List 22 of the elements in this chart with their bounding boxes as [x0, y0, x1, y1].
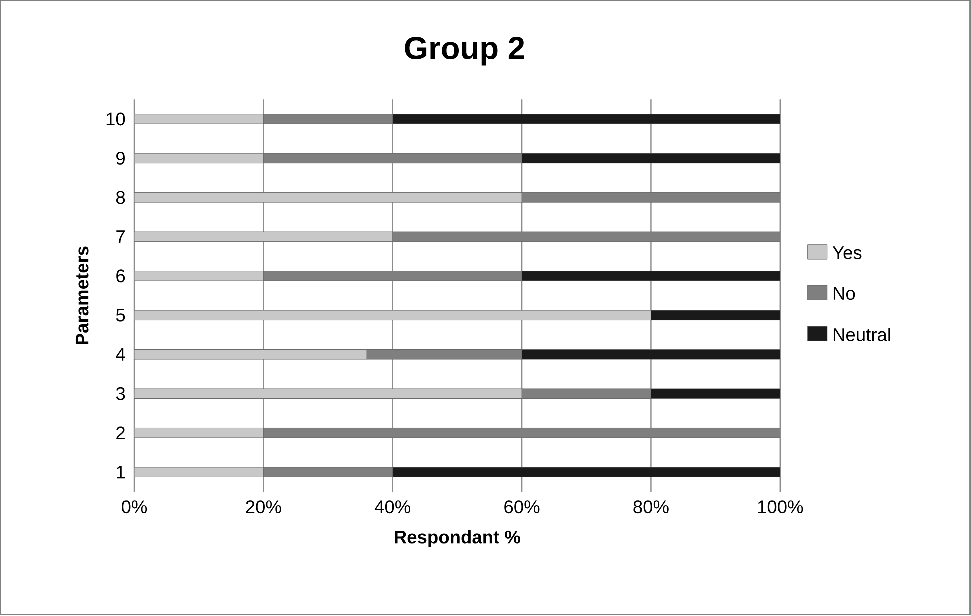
x-tick-label: 60% [504, 500, 540, 514]
x-tick-label: 40% [374, 500, 411, 514]
x-tick-label: 80% [634, 500, 669, 514]
y-tick-label: 7 [116, 230, 125, 244]
x-tick-label: 20% [246, 500, 282, 514]
x-tick-label: 0% [122, 500, 148, 514]
legend-label: Yes [832, 246, 862, 260]
x-tick-label: 100% [758, 500, 804, 514]
y-tick-label: 1 [117, 466, 125, 479]
y-tick-label: 10 [106, 112, 126, 126]
y-tick-label: 3 [116, 388, 126, 401]
y-tick-label: 2 [116, 426, 125, 440]
legend-label: No [834, 288, 856, 300]
chart-title: Group 2 [405, 37, 524, 66]
y-axis-title: Parameters [76, 246, 89, 345]
legend-label: Neutral [834, 328, 890, 342]
y-tick-label: 6 [116, 270, 126, 283]
y-tick-label: 9 [116, 152, 125, 166]
y-tick-label: 5 [116, 309, 126, 322]
x-axis-title: Respondant % [395, 530, 520, 548]
y-tick-label: 4 [116, 348, 126, 362]
y-tick-label: 8 [116, 191, 126, 204]
